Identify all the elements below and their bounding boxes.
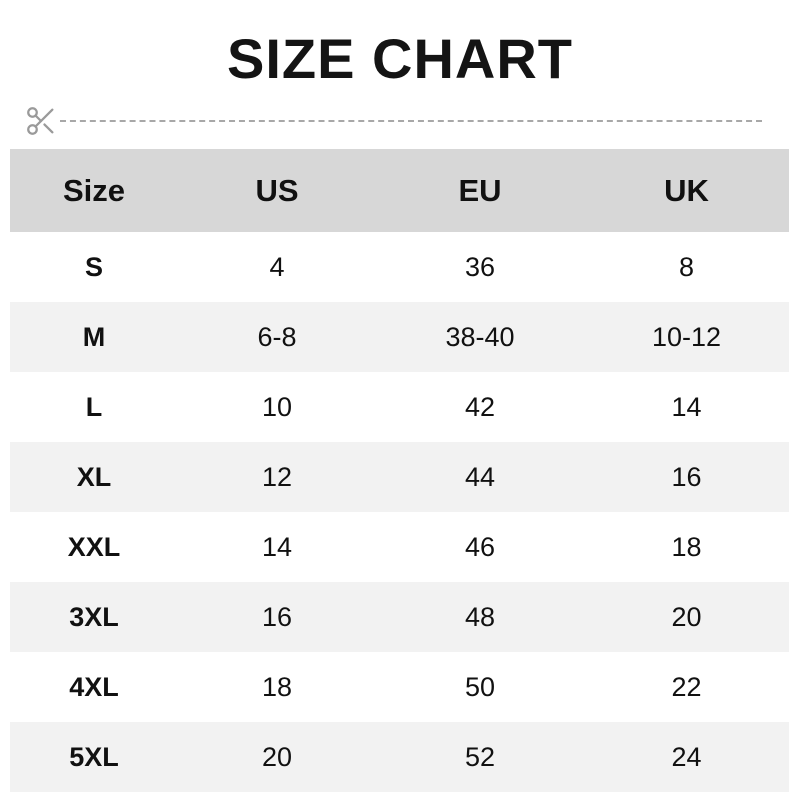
column-header-uk: UK xyxy=(664,172,709,208)
cell-eu: 38-40 xyxy=(445,321,515,352)
table-header: Size US EU UK xyxy=(10,149,789,232)
cell-eu: 52 xyxy=(464,741,496,772)
cell-us: 6-8 xyxy=(257,321,297,352)
cell-us: 14 xyxy=(261,531,293,562)
table-row: S 4 36 8 xyxy=(10,232,789,302)
column-header-eu: EU xyxy=(458,172,502,208)
cell-uk: 14 xyxy=(671,391,702,422)
cell-us: 16 xyxy=(261,601,293,632)
size-chart-table: Size US EU UK S 4 36 8 M 6-8 38-40 10-12… xyxy=(10,149,789,792)
column-header-size: Size xyxy=(62,172,126,208)
cell-us: 10 xyxy=(261,391,293,422)
cell-eu: 44 xyxy=(464,461,496,492)
cell-eu: 46 xyxy=(464,531,496,562)
cell-size: L xyxy=(85,391,103,422)
cell-uk: 10-12 xyxy=(651,321,722,352)
table-row: 4XL 18 50 22 xyxy=(10,652,789,722)
cell-uk: 20 xyxy=(671,601,702,632)
cell-size: S xyxy=(84,251,103,282)
table-row: 3XL 16 48 20 xyxy=(10,582,789,652)
table-body: S 4 36 8 M 6-8 38-40 10-12 L 10 42 14 XL… xyxy=(10,232,789,792)
cut-line xyxy=(24,104,772,138)
cell-eu: 48 xyxy=(464,601,496,632)
scissors-icon xyxy=(24,104,58,138)
column-header-us: US xyxy=(255,172,299,208)
cell-uk: 18 xyxy=(671,531,702,562)
cell-size: 4XL xyxy=(69,671,119,702)
cell-us: 12 xyxy=(261,461,293,492)
cell-size: XXL xyxy=(67,531,121,562)
cell-eu: 42 xyxy=(464,391,496,422)
cell-us: 18 xyxy=(261,671,293,702)
cell-eu: 36 xyxy=(464,251,496,282)
cell-uk: 8 xyxy=(678,251,695,282)
table-row: XL 12 44 16 xyxy=(10,442,789,512)
cell-us: 4 xyxy=(269,251,285,282)
table-row: L 10 42 14 xyxy=(10,372,789,442)
cell-uk: 24 xyxy=(671,741,702,772)
cell-size: 5XL xyxy=(69,741,119,772)
cell-us: 20 xyxy=(261,741,293,772)
dashed-cut-line xyxy=(60,120,762,122)
cell-size: XL xyxy=(76,461,112,492)
table-row: XXL 14 46 18 xyxy=(10,512,789,582)
cell-uk: 16 xyxy=(671,461,702,492)
cell-uk: 22 xyxy=(671,671,702,702)
cell-eu: 50 xyxy=(464,671,496,702)
cell-size: M xyxy=(82,321,106,352)
table-header-row: Size US EU UK xyxy=(10,149,789,232)
cell-size: 3XL xyxy=(69,601,119,632)
table-row: 5XL 20 52 24 xyxy=(10,722,789,792)
page-title: SIZE CHART xyxy=(227,27,573,90)
table-row: M 6-8 38-40 10-12 xyxy=(10,302,789,372)
